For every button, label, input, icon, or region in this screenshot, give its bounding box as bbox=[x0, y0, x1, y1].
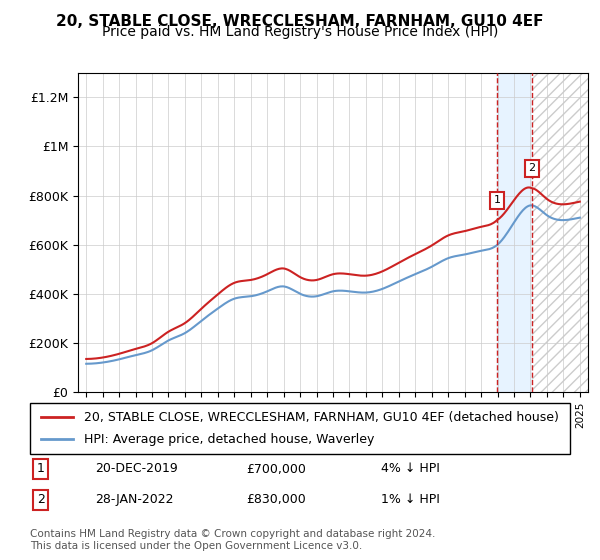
Bar bbox=[532, 73, 596, 392]
Text: 28-JAN-2022: 28-JAN-2022 bbox=[95, 493, 173, 506]
Text: 2: 2 bbox=[528, 164, 535, 174]
FancyBboxPatch shape bbox=[30, 403, 570, 454]
Text: 1: 1 bbox=[37, 463, 45, 475]
Bar bbox=[497, 73, 532, 392]
Text: Contains HM Land Registry data © Crown copyright and database right 2024.
This d: Contains HM Land Registry data © Crown c… bbox=[30, 529, 436, 551]
Text: Price paid vs. HM Land Registry's House Price Index (HPI): Price paid vs. HM Land Registry's House … bbox=[102, 25, 498, 39]
Text: £830,000: £830,000 bbox=[246, 493, 306, 506]
Text: HPI: Average price, detached house, Waverley: HPI: Average price, detached house, Wave… bbox=[84, 433, 374, 446]
Text: 4% ↓ HPI: 4% ↓ HPI bbox=[381, 463, 440, 475]
Text: 20, STABLE CLOSE, WRECCLESHAM, FARNHAM, GU10 4EF: 20, STABLE CLOSE, WRECCLESHAM, FARNHAM, … bbox=[56, 14, 544, 29]
Text: 20-DEC-2019: 20-DEC-2019 bbox=[95, 463, 178, 475]
Text: 1% ↓ HPI: 1% ↓ HPI bbox=[381, 493, 440, 506]
Text: 2: 2 bbox=[37, 493, 45, 506]
Bar bbox=[532, 73, 596, 392]
Text: 1: 1 bbox=[494, 195, 500, 206]
Text: £700,000: £700,000 bbox=[246, 463, 306, 475]
Text: 20, STABLE CLOSE, WRECCLESHAM, FARNHAM, GU10 4EF (detached house): 20, STABLE CLOSE, WRECCLESHAM, FARNHAM, … bbox=[84, 411, 559, 424]
